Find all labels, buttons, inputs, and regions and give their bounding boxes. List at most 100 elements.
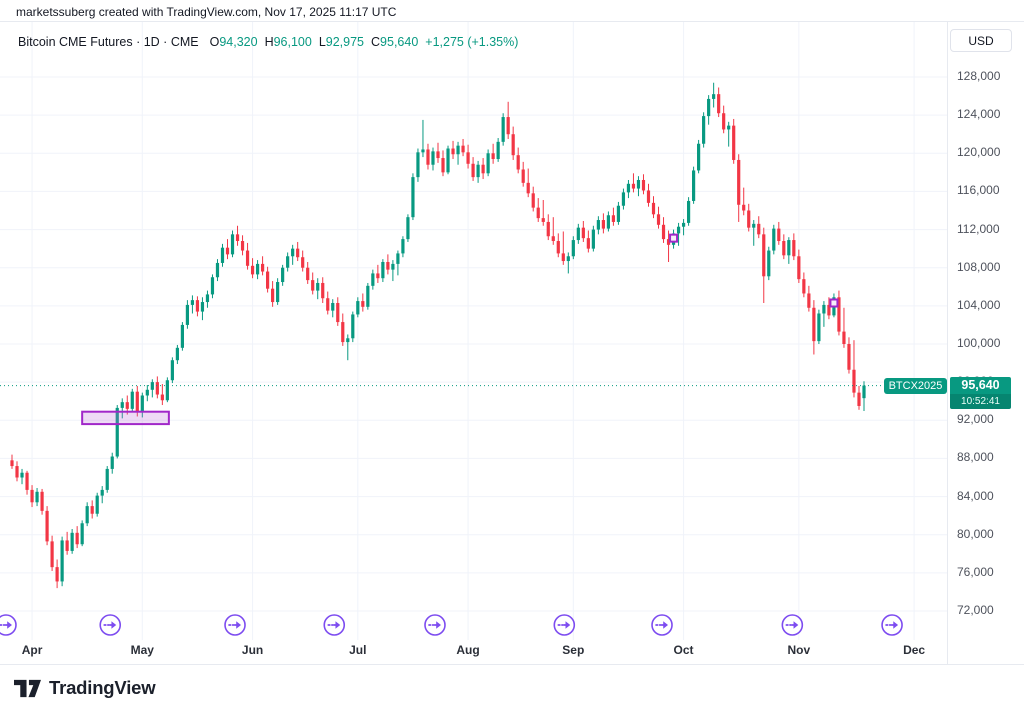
candle-body <box>521 169 525 183</box>
candle-body <box>747 210 751 228</box>
candle-body <box>782 241 786 256</box>
candle-body <box>481 164 485 174</box>
contract-rollover-icon[interactable] <box>224 614 246 636</box>
month-label: Oct <box>673 643 694 657</box>
candle-body <box>516 155 520 170</box>
candle-body <box>666 239 671 245</box>
candle-body <box>50 541 54 568</box>
candle-body <box>636 179 641 189</box>
candle-body <box>110 456 114 469</box>
candle-body <box>250 265 255 275</box>
month-label: Sep <box>562 643 585 657</box>
time-scale[interactable]: Apr May Jun Jul Aug Sep Oct Nov Dec <box>0 641 947 665</box>
price-tick-label: 88,000 <box>957 450 994 465</box>
open-value: 94,320 <box>219 35 258 49</box>
candle-body <box>686 200 691 223</box>
candle-body <box>306 267 310 281</box>
candle-body <box>451 148 455 155</box>
candle-body <box>321 282 325 299</box>
candle-body <box>215 262 220 278</box>
chart-legend: Bitcoin CME Futures · 1D · CME O94,320 H… <box>18 35 518 49</box>
month-label: Aug <box>456 643 480 657</box>
candle-body <box>546 221 550 237</box>
candle-body <box>817 313 821 342</box>
candle-body <box>702 116 706 144</box>
candle-body <box>486 153 490 174</box>
candle-body <box>707 98 711 117</box>
contract-rollover-icon[interactable] <box>424 614 446 636</box>
candle-body <box>115 407 119 457</box>
candle-body <box>386 261 390 270</box>
candle-body <box>160 394 164 401</box>
candle-body <box>195 300 200 312</box>
symbol-title[interactable]: Bitcoin CME Futures · 1D · CME <box>18 35 199 49</box>
candle-body <box>55 567 59 582</box>
candle-body <box>767 250 771 277</box>
candle-body <box>847 344 851 370</box>
candle-body <box>120 402 124 408</box>
candle-body <box>235 234 240 242</box>
candle-body <box>626 183 631 193</box>
change-value: +1,275 (+1.35%) <box>425 35 519 49</box>
contract-rollover-icon[interactable] <box>651 614 673 636</box>
candle-body <box>586 238 590 249</box>
candle-body <box>311 280 315 291</box>
contract-rollover-icon[interactable] <box>0 614 17 636</box>
candle-body <box>737 159 741 205</box>
candle-body <box>446 148 450 173</box>
candle-body <box>65 540 69 551</box>
candle-body <box>697 143 701 171</box>
candle-body <box>165 380 169 401</box>
candle-body <box>271 288 275 303</box>
contract-rollover-icon[interactable] <box>99 614 122 636</box>
candle-body <box>541 218 545 222</box>
candle-body <box>862 385 866 399</box>
price-tick-label: 84,000 <box>957 488 994 503</box>
candle-body <box>411 177 415 218</box>
candle-body <box>852 369 856 393</box>
candle-body <box>125 402 129 409</box>
candle-body <box>431 151 435 165</box>
candle-body <box>10 460 14 467</box>
low-value: 92,975 <box>325 35 365 49</box>
candle-body <box>556 241 560 254</box>
footer-divider <box>0 664 1024 665</box>
tradingview-logo[interactable]: TradingView <box>14 677 156 699</box>
candle-body <box>651 202 656 215</box>
candle-body <box>351 314 355 339</box>
candle-body <box>757 223 761 235</box>
candle-body <box>506 117 510 135</box>
high-label: H <box>264 35 274 49</box>
candle-body <box>281 267 285 283</box>
price-tick-label: 92,000 <box>957 412 994 427</box>
candle-body <box>145 389 149 396</box>
contract-rollover-icon[interactable] <box>323 614 346 636</box>
price-tick-label: 80,000 <box>957 526 994 541</box>
square-marker <box>829 298 839 308</box>
candle-body <box>621 192 626 206</box>
candle-body <box>105 468 109 490</box>
candle-body <box>135 391 139 412</box>
contract-rollover-icon[interactable] <box>781 614 804 636</box>
candle-body <box>641 179 646 191</box>
candle-body <box>326 298 330 311</box>
candle-body <box>551 236 555 242</box>
candle-body <box>496 141 500 160</box>
candle-body <box>812 307 816 342</box>
currency-toggle-button[interactable]: USD <box>950 29 1012 52</box>
price-scale[interactable]: 72,00076,00080,00084,00088,00092,00096,0… <box>952 0 1024 718</box>
bar-countdown: 10:52:41 <box>950 394 1011 409</box>
contract-rollover-icon[interactable] <box>881 614 903 636</box>
candle-body <box>401 239 405 254</box>
low-label: L <box>318 35 326 49</box>
candle-body <box>230 234 235 255</box>
candle-body <box>396 253 400 264</box>
candle-body <box>416 152 420 178</box>
contract-rollover-icon[interactable] <box>553 614 576 636</box>
price-tick-label: 112,000 <box>957 221 1000 236</box>
candle-body <box>827 304 831 316</box>
candle-body <box>25 472 29 490</box>
candle-body <box>792 240 796 257</box>
